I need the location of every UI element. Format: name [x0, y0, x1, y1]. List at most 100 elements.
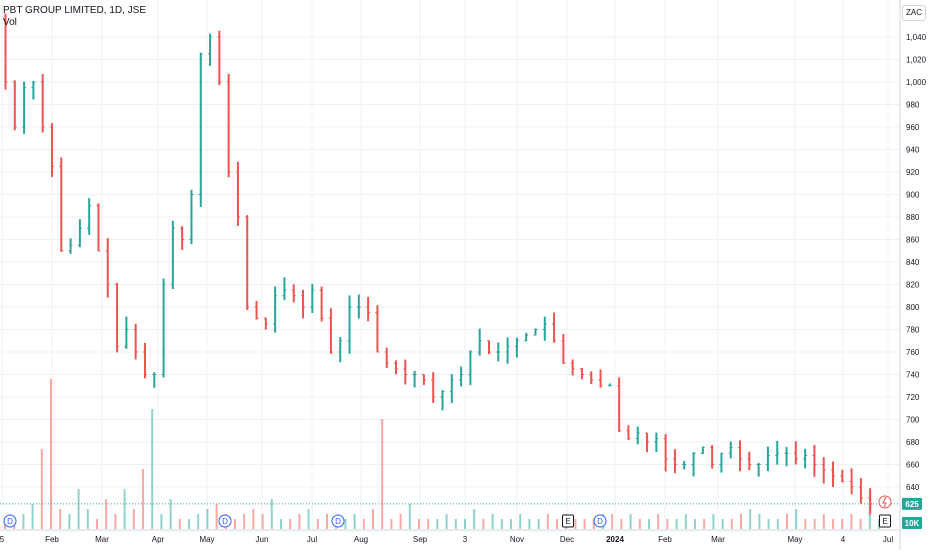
dividend-marker[interactable]: D	[332, 515, 344, 527]
event-marker-label: D	[7, 517, 13, 526]
currency-badge[interactable]: ZAC	[902, 5, 926, 21]
volume-bar	[804, 519, 806, 529]
volume-bar	[105, 499, 107, 529]
ohlc-bar	[710, 445, 714, 468]
ohlc-bar	[850, 468, 854, 494]
ohlc-bar	[13, 80, 17, 130]
ohlc-bar	[78, 219, 82, 247]
dividend-marker[interactable]: D	[4, 515, 16, 527]
volume-bar	[78, 489, 80, 529]
time-tick-label: Mar	[711, 535, 725, 544]
ohlc-bar	[217, 31, 221, 86]
ohlc-bar	[264, 318, 268, 330]
volume-bar	[381, 419, 383, 529]
volume-bar	[188, 519, 190, 529]
ohlc-bar	[673, 449, 677, 473]
ohlc-bar	[22, 82, 26, 134]
ohlc-bar	[794, 441, 798, 464]
price-tick-label: 900	[906, 191, 920, 200]
volume-bar	[344, 519, 346, 529]
volume-bar	[50, 379, 52, 529]
volume-bar	[786, 514, 788, 529]
time-tick-label: Aug	[354, 535, 368, 544]
time-tick-label: Jun	[256, 535, 269, 544]
ohlc-bar	[41, 74, 45, 133]
ohlc-bar	[348, 295, 352, 353]
price-tick-label: 820	[906, 281, 920, 290]
event-marker-label: E	[882, 517, 887, 526]
event-marker-label: D	[222, 517, 228, 526]
volume-bar	[427, 519, 429, 529]
price-tick-label: 780	[906, 326, 920, 335]
time-tick-label: Jul	[307, 535, 317, 544]
volume-bar	[749, 509, 751, 529]
dividend-marker[interactable]: D	[219, 515, 231, 527]
price-tick-label: 1,000	[906, 78, 927, 87]
volume-bar	[68, 514, 70, 529]
volume-bar	[446, 514, 448, 529]
ohlc-bar	[729, 442, 733, 459]
earnings-marker[interactable]: E	[880, 515, 891, 527]
ohlc-bar	[375, 305, 379, 352]
ohlc-bar	[329, 308, 333, 354]
ohlc-bar	[162, 278, 166, 377]
time-axis[interactable]: 5 Feb Mar Apr May Jun Jul Aug Sep 3 Nov Dec 2024 Feb M…	[0, 535, 893, 544]
ohlc-bar	[719, 453, 723, 473]
ohlc-bar	[69, 238, 73, 254]
ohlc-bar	[608, 384, 612, 386]
volume-bar	[832, 519, 834, 529]
volume-bar	[142, 469, 144, 529]
ohlc-bar	[803, 449, 807, 469]
volume-bar	[160, 514, 162, 529]
ohlc-bar	[468, 350, 472, 385]
ohlc-bar	[747, 452, 751, 470]
dividend-marker[interactable]: D	[594, 515, 606, 527]
ohlc-bar	[589, 371, 593, 384]
volume-bar	[538, 519, 540, 529]
ohlc-bar	[50, 123, 54, 177]
ohlc-bar	[143, 343, 147, 378]
time-tick-label: Sep	[413, 535, 428, 544]
ohlc-bar	[617, 377, 621, 432]
volume-bar	[114, 514, 116, 529]
ohlc-bar	[357, 294, 361, 318]
price-tick-label: 860	[906, 236, 920, 245]
ohlc-bar	[580, 368, 584, 379]
volume-bar	[400, 514, 402, 529]
price-tick-label: 660	[906, 461, 920, 470]
ohlc-bar	[152, 372, 156, 388]
chart-legend: PBT GROUP LIMITED, 1D, JSE Vol	[3, 5, 146, 29]
ohlc-bar	[441, 390, 445, 410]
time-tick-label: May	[199, 535, 214, 544]
ohlc-bar	[561, 334, 565, 364]
ohlc-bar	[552, 312, 556, 342]
price-tick-label: 1,040	[906, 33, 927, 42]
price-tick-label: 880	[906, 213, 920, 222]
volume-bar	[216, 504, 218, 529]
ohlc-bar	[701, 447, 705, 455]
price-axis[interactable]: 640 660 680 700 720 740 760 780 800 820 840 860 880 9…	[902, 33, 927, 529]
ohlc-bar	[403, 360, 407, 385]
volume-bar	[584, 519, 586, 529]
volume-label[interactable]: Vol	[3, 17, 146, 29]
ohlc-bar	[31, 81, 35, 100]
ohlc-bar	[859, 478, 863, 503]
volume-bar	[308, 509, 310, 529]
volume-bar	[777, 519, 779, 529]
earnings-marker[interactable]: E	[563, 515, 574, 527]
volume-bar	[768, 519, 770, 529]
volume-bar	[354, 514, 356, 529]
symbol-title[interactable]: PBT GROUP LIMITED, 1D, JSE	[3, 5, 146, 17]
volume-badge-label: 10K	[905, 519, 920, 528]
price-tick-label: 920	[906, 168, 920, 177]
ohlc-bar	[301, 290, 305, 318]
lightning-icon[interactable]	[879, 496, 891, 508]
ohlc-bar	[664, 434, 668, 471]
ohlc-bar	[831, 462, 835, 487]
ohlc-bar	[812, 445, 816, 477]
volume-bar	[850, 514, 852, 529]
ohlc-bar	[199, 53, 203, 207]
volume-bar	[289, 519, 291, 529]
